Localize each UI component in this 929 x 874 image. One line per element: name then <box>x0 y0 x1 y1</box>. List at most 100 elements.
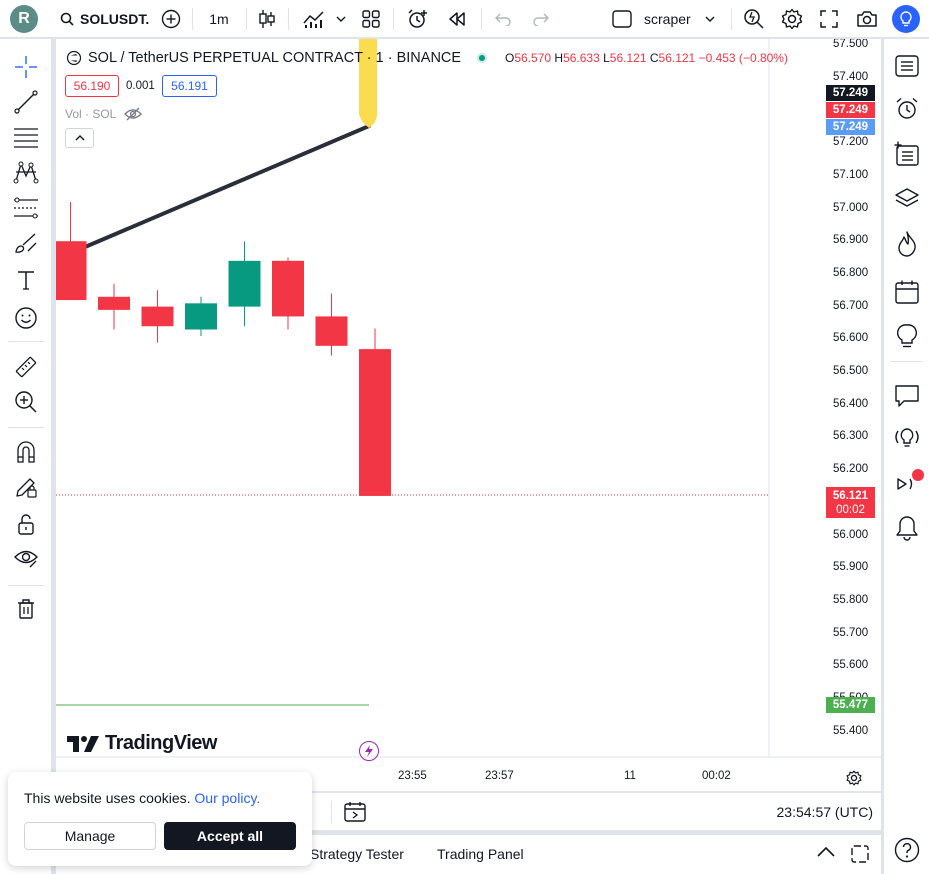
crosshair-tool[interactable] <box>10 51 42 83</box>
publish-idea-button[interactable] <box>892 0 920 38</box>
eye-hidden-icon[interactable] <box>124 107 143 121</box>
notifications-button[interactable] <box>892 469 924 499</box>
snapshot-button[interactable] <box>853 0 881 38</box>
maximize-panel-button[interactable] <box>851 845 869 868</box>
calendar-button[interactable] <box>892 277 922 307</box>
help-button[interactable] <box>892 835 922 865</box>
layout-name-dropdown[interactable]: scraper <box>644 0 724 38</box>
crosshair-icon <box>15 56 37 78</box>
replay-button[interactable] <box>444 0 470 38</box>
user-avatar[interactable]: R <box>10 5 38 33</box>
volume-label: Vol · SOL <box>65 107 117 121</box>
settings-button[interactable] <box>778 0 806 38</box>
emoji-tool[interactable] <box>10 302 42 334</box>
hotlists-button[interactable] <box>892 229 922 259</box>
tab-trading-panel[interactable]: Trading Panel <box>437 846 524 862</box>
redo-button[interactable] <box>528 0 554 38</box>
collapse-legend-button[interactable] <box>65 128 94 148</box>
chevron-down-icon <box>705 16 715 22</box>
chart-pane[interactable]: SOL / TetherUS PERPETUAL CONTRACT · 1 · … <box>56 39 881 791</box>
price-axis-label: 55.800 <box>833 593 869 606</box>
alerts-bell-button[interactable] <box>892 513 922 543</box>
price-axis-label: 55.900 <box>833 561 869 574</box>
close-value: 56.121 <box>658 51 696 65</box>
fib-retracement-icon <box>14 128 38 148</box>
redo-icon <box>533 13 549 26</box>
pattern-tool[interactable] <box>10 156 42 188</box>
time-label: 23:55 <box>398 770 427 782</box>
watchlist-button[interactable] <box>892 51 922 81</box>
alerts-button[interactable] <box>892 94 922 124</box>
object-tree-button[interactable] <box>892 184 922 214</box>
lock-drawings-tool[interactable] <box>10 508 42 540</box>
chart-settings-button[interactable] <box>846 770 862 791</box>
utc-clock[interactable]: 23:54:57 (UTC) <box>776 804 873 820</box>
brush-tool[interactable] <box>10 227 42 259</box>
zoom-in-tool[interactable] <box>10 386 42 418</box>
candle-body <box>185 303 217 330</box>
go-to-date-button[interactable] <box>344 801 366 828</box>
indicators-dropdown[interactable] <box>334 0 348 38</box>
drawing-toolbar <box>0 39 52 874</box>
indicators-button[interactable] <box>300 0 328 38</box>
undo-button[interactable] <box>490 0 516 38</box>
sell-button[interactable]: 56.190 <box>65 75 119 97</box>
chart-type-button[interactable] <box>254 0 280 38</box>
layout-checkbox[interactable] <box>608 0 636 38</box>
top-toolbar: R SOLUSDT. 1m scraper <box>0 0 929 38</box>
price-axis-label: 55.700 <box>833 626 869 639</box>
tradingview-logo[interactable]: TradingView <box>67 732 217 755</box>
tab-strategy-tester[interactable]: Strategy Tester <box>310 846 404 862</box>
magnet-icon <box>17 441 35 463</box>
right-sidebar <box>884 39 929 874</box>
symbol-search-button[interactable]: SOLUSDT. <box>60 0 150 38</box>
brush-icon <box>15 233 37 253</box>
trendline-tool[interactable] <box>10 86 42 118</box>
eye-icon <box>14 550 38 568</box>
play-broadcast-icon <box>897 478 913 490</box>
price-axis-label: 57.000 <box>833 201 869 214</box>
measure-tool[interactable] <box>10 351 42 383</box>
bid-price-tag: 57.249 <box>826 119 875 135</box>
expand-panel-button[interactable] <box>816 845 836 863</box>
chart-canvas[interactable] <box>56 39 881 791</box>
chevron-down-icon <box>336 16 346 22</box>
close-key: C <box>649 51 659 65</box>
symbol-legend[interactable]: SOL / TetherUS PERPETUAL CONTRACT · 1 · … <box>66 50 461 66</box>
text-tool[interactable] <box>10 264 42 296</box>
calendar-icon <box>895 280 919 304</box>
candle-body <box>56 241 87 301</box>
remove-drawings-tool[interactable] <box>10 593 42 625</box>
layout-templates-button[interactable] <box>358 0 384 38</box>
fullscreen-button[interactable] <box>816 0 842 38</box>
volume-legend[interactable]: Vol · SOL <box>65 107 143 121</box>
buy-button[interactable]: 56.191 <box>162 75 217 97</box>
interval-button[interactable]: 1m <box>209 11 229 27</box>
compare-symbol-button[interactable] <box>158 0 184 38</box>
ruler-icon <box>15 356 37 378</box>
events-icon[interactable] <box>359 741 379 761</box>
high-value: 56.633 <box>563 51 600 65</box>
cookie-policy-link[interactable]: Our policy. <box>194 790 261 806</box>
manage-cookies-button[interactable]: Manage <box>24 822 156 850</box>
price-axis-label: 57.500 <box>833 39 869 50</box>
magnet-tool[interactable] <box>10 436 42 468</box>
streams-button[interactable] <box>892 424 922 454</box>
chats-button[interactable] <box>892 381 922 411</box>
layers-icon <box>895 188 919 207</box>
forecast-tool[interactable] <box>10 192 42 224</box>
fib-tool[interactable] <box>10 121 42 153</box>
trend-line-drawing <box>76 124 371 252</box>
data-window-button[interactable] <box>892 139 922 169</box>
lightbulb-icon <box>900 11 912 27</box>
symbol-label: SOLUSDT. <box>80 11 150 27</box>
market-status-dot[interactable] <box>477 53 487 63</box>
chevron-up-icon <box>75 135 84 141</box>
stay-in-drawing-mode-tool[interactable] <box>10 471 42 503</box>
accept-all-button[interactable]: Accept all <box>164 822 296 850</box>
ideas-button[interactable] <box>892 322 922 352</box>
alert-button[interactable] <box>404 0 432 38</box>
quick-search-button[interactable] <box>740 0 768 38</box>
hide-drawings-tool[interactable] <box>10 542 42 574</box>
yellow-marker-shape <box>359 39 377 128</box>
